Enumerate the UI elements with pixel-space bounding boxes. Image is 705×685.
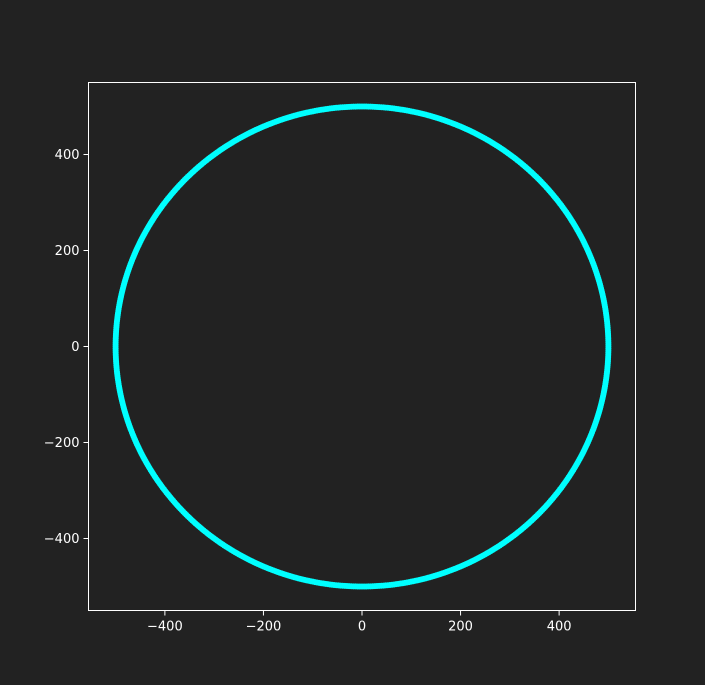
- x-tick-label: 400: [547, 620, 572, 635]
- x-tick-label: −200: [246, 620, 282, 635]
- y-tick-label: 0: [71, 340, 79, 355]
- x-axis: −400 −200 0 200 400: [147, 610, 572, 635]
- y-tick-label: −400: [44, 532, 80, 547]
- y-tick-label: −200: [44, 436, 80, 451]
- plot-area: [88, 82, 636, 611]
- series-layer: [112, 103, 612, 590]
- x-tick-label: 200: [448, 620, 473, 635]
- y-axis: −400 −200 0 200 400: [44, 148, 89, 547]
- x-tick-label: 0: [358, 620, 366, 635]
- data-point: [605, 345, 612, 352]
- y-tick-label: 200: [55, 244, 80, 259]
- x-tick-label: −400: [147, 620, 183, 635]
- y-tick-label: 400: [55, 148, 80, 163]
